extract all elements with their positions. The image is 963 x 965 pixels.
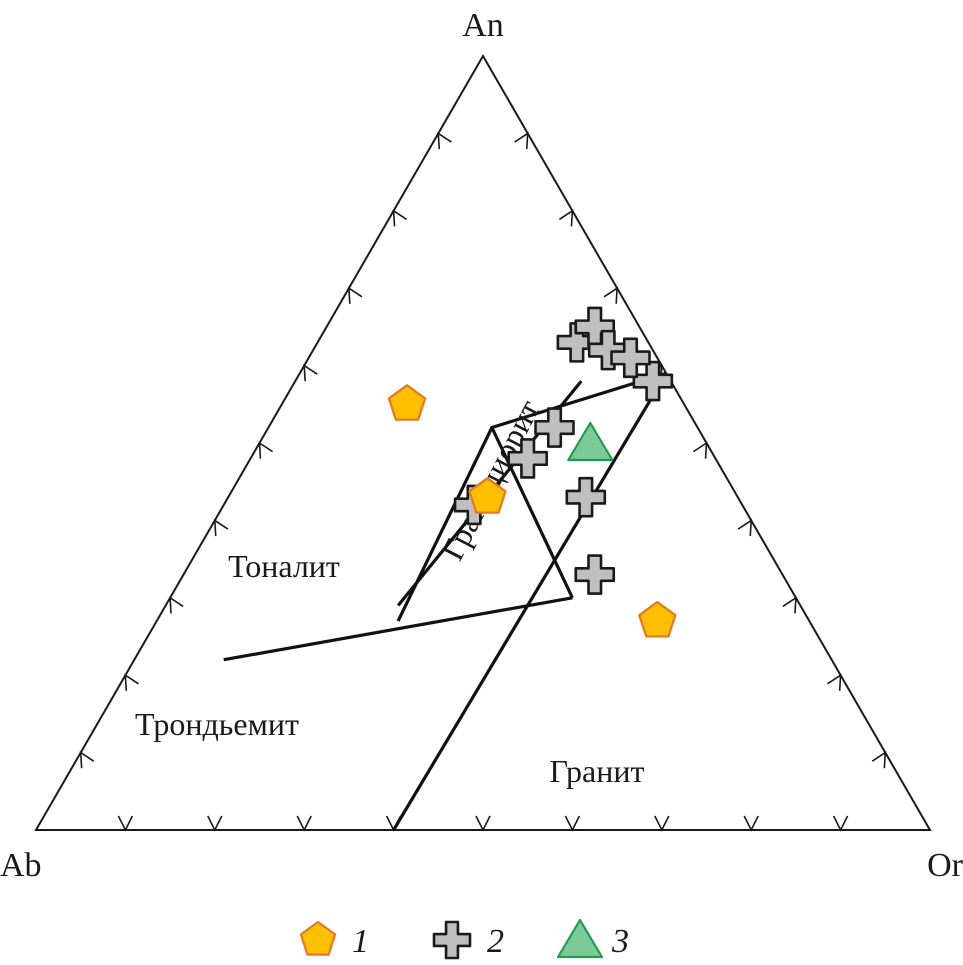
tick-right-3: [782, 596, 797, 614]
point-series-2-1: [507, 438, 548, 479]
triangle-frame: [34, 54, 932, 831]
tick-left-9: [437, 131, 452, 150]
tick-left-5: [258, 441, 274, 459]
tick-bottom-9: [832, 815, 849, 832]
point-series-2-8: [632, 360, 674, 402]
field-label-granite: Гранит: [550, 753, 645, 789]
legend: 1 2 3: [299, 918, 629, 960]
boundary-line-0: [392, 372, 668, 831]
point-series-3-0: [567, 421, 614, 462]
legend-symbol-triangle: [556, 918, 604, 959]
legend-label-1: 1: [352, 923, 369, 960]
tick-bottom-6: [564, 815, 581, 832]
tick-bottom-3: [296, 815, 312, 832]
tick-right-8: [558, 209, 574, 227]
tick-left-2: [124, 673, 139, 691]
tick-right-2: [827, 673, 842, 691]
point-series-1-1: [468, 477, 507, 514]
point-series-2-4: [534, 407, 575, 448]
tick-left-8: [392, 209, 408, 227]
tick-bottom-5: [475, 815, 491, 832]
legend-label-3: 3: [611, 923, 629, 960]
field-label-trondhjemite: Трондьемит: [135, 706, 299, 742]
tick-left-3: [169, 596, 184, 614]
tick-bottom-2: [207, 815, 223, 832]
point-series-1-0: [387, 384, 427, 421]
tick-left-1: [79, 751, 95, 769]
tick-left-6: [303, 364, 318, 382]
point-series-2-2: [574, 554, 616, 595]
vertex-label-ab: Ab: [0, 847, 42, 884]
legend-symbol-cross: [432, 920, 472, 960]
legend-label-2: 2: [487, 923, 504, 960]
tick-left-7: [348, 286, 363, 304]
tick-right-9: [514, 131, 529, 150]
tick-right-4: [737, 518, 753, 537]
tick-left-4: [213, 518, 229, 537]
point-series-2-9: [610, 337, 651, 379]
point-series-1-2: [638, 600, 677, 638]
boundary-line-2: [223, 596, 573, 662]
tick-bottom-1: [117, 815, 134, 832]
tick-bottom-7: [654, 815, 670, 832]
vertex-label-an: An: [462, 7, 504, 44]
vertex-label-or: Or: [927, 847, 963, 884]
point-series-2-3: [565, 476, 607, 518]
point-series-2-7: [587, 329, 629, 371]
legend-symbol-pentagon: [299, 920, 337, 956]
tick-right-1: [871, 751, 887, 769]
tick-right-5: [692, 441, 708, 459]
point-series-2-5: [556, 322, 598, 363]
field-label-tonalite: Тоналит: [228, 548, 340, 584]
tick-bottom-8: [743, 815, 759, 832]
data-points: [387, 306, 677, 638]
tick-right-7: [603, 286, 618, 304]
